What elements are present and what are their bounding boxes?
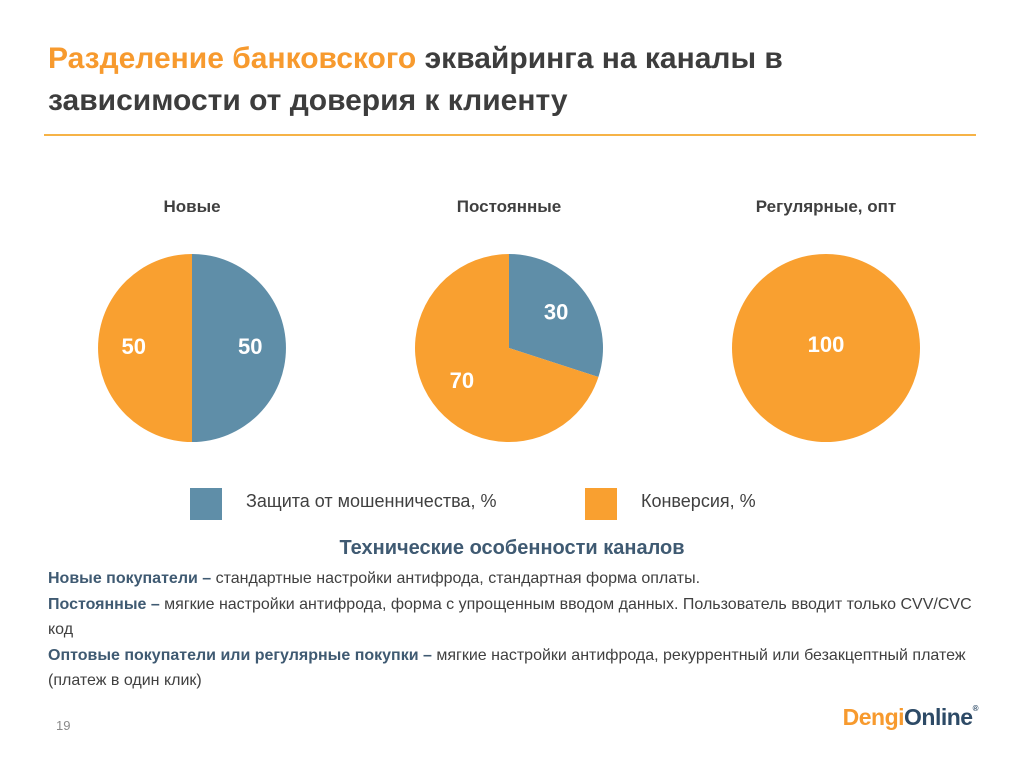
logo-part-2: Online — [904, 704, 973, 730]
title-accent: Разделение банковского — [48, 42, 417, 75]
pie-slice-fraud — [192, 254, 286, 442]
page-number: 19 — [56, 718, 71, 733]
dengionline-logo: DengiOnline® — [842, 704, 979, 731]
pie-data-label-fraud: 30 — [544, 300, 568, 325]
pie-title-wholesale: Регулярные, опт — [755, 197, 897, 216]
pie-slice-conversion — [732, 254, 920, 442]
legend-swatch-conversion — [585, 488, 617, 520]
section-heading: Технические особенности каналов — [339, 537, 685, 559]
pie-chart-wholesale: 100 — [732, 254, 920, 442]
logo-part-1: Dengi — [842, 704, 905, 730]
desc-item-bold: Новые покупатели – — [48, 570, 212, 587]
pie-title-new: Новые — [163, 197, 221, 216]
desc-item-regular: Постоянные – мягкие настройки антифрода,… — [48, 592, 988, 643]
desc-item-text: мягкие настройки антифрода, рекуррентный… — [48, 646, 966, 690]
desc-item-bold: Постоянные – — [48, 595, 160, 613]
page-title: Разделение банковского эквайринга на кан… — [48, 38, 968, 122]
desc-item-text: мягкие настройки антифрода, форма с упро… — [48, 595, 972, 639]
pie-chart-new: 50 50 — [98, 254, 286, 442]
pie-data-label-fraud: 50 — [238, 334, 262, 359]
channel-descriptions: Новые покупатели – стандартные настройки… — [48, 566, 988, 694]
desc-item-wholesale: Оптовые покупатели или регулярные покупк… — [48, 643, 988, 694]
pie-data-label-conversion: 50 — [121, 334, 145, 359]
pie-title-regular: Постоянные — [456, 197, 562, 216]
pie-chart-regular: 30 70 — [414, 254, 603, 442]
pie-slice-fraud — [509, 254, 603, 378]
pie-data-label-conversion: 100 — [808, 332, 845, 357]
desc-item-text: стандартные настройки антифрода, стандар… — [211, 570, 701, 587]
legend-label-fraud: Защита от мошенничества, % — [246, 491, 497, 511]
pie-slice-conversion — [414, 254, 599, 442]
legend-swatch-fraud — [190, 488, 222, 520]
title-rest: эквайринга на каналы в зависимости от до… — [48, 42, 783, 117]
legend-label-conversion: Конверсия, % — [641, 491, 756, 511]
desc-item-new: Новые покупатели – стандартные настройки… — [48, 566, 988, 592]
title-divider — [44, 134, 976, 136]
pie-slice-conversion — [98, 254, 192, 442]
pie-data-label-conversion: 70 — [450, 368, 474, 393]
desc-item-bold: Оптовые покупатели или регулярные покупк… — [48, 646, 432, 664]
registered-mark-icon: ® — [972, 704, 979, 713]
